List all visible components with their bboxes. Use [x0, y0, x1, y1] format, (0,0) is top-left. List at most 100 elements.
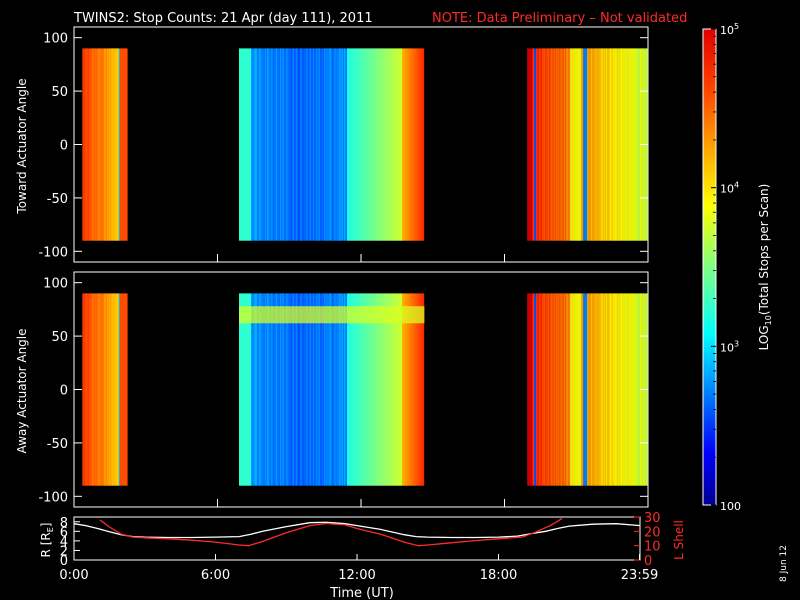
heatmap-column [299, 293, 301, 486]
heatmap-column [407, 293, 409, 486]
heatmap-column [320, 293, 322, 486]
heatmap-column [124, 293, 126, 486]
heatmap-column [537, 48, 539, 241]
heatmap-column [415, 48, 417, 241]
heatmap-column [373, 293, 375, 486]
heatmap-column [359, 293, 361, 486]
heatmap-column [622, 293, 624, 486]
heatmap-column [111, 293, 113, 486]
heatmap-column [567, 293, 569, 486]
heatmap-column [339, 293, 341, 486]
heatmap-column [290, 48, 292, 241]
colorbar-tick-label: 103 [720, 339, 739, 354]
heatmap-column [287, 293, 289, 486]
heatmap-column [289, 48, 291, 241]
heatmap-column [529, 293, 531, 486]
heatmap-column [338, 293, 340, 486]
heatmap-column [385, 293, 387, 486]
heatmap-column [330, 293, 332, 486]
heatmap-column [549, 293, 551, 486]
heatmap-column [352, 48, 354, 241]
heatmap-column [270, 293, 272, 486]
toward-ylabel: Toward Actuator Angle [15, 78, 29, 214]
heatmap-column [319, 293, 321, 486]
away-ylabel: Away Actuator Angle [15, 328, 29, 453]
heatmap-column [380, 293, 382, 486]
heatmap-column [615, 293, 617, 486]
orbit-left-ytick-label: 4 [60, 535, 68, 550]
heatmap-column [411, 293, 413, 486]
heatmap-column [420, 48, 422, 241]
heatmap-column [398, 293, 400, 486]
heatmap-column [272, 293, 274, 486]
heatmap-column [599, 293, 601, 486]
heatmap-column [602, 48, 604, 241]
heatmap-column [628, 293, 630, 486]
heatmap-column [375, 48, 377, 241]
heatmap-column [247, 293, 249, 486]
heatmap-column [387, 293, 389, 486]
heatmap-column [570, 293, 572, 486]
heatmap-column [314, 293, 316, 486]
heatmap-column [585, 293, 587, 486]
heatmap-column [420, 293, 422, 486]
heatmap-column [364, 48, 366, 241]
heatmap-column [303, 48, 305, 241]
heatmap-column [608, 293, 610, 486]
heatmap-column [348, 293, 350, 486]
heatmap-column [625, 48, 627, 241]
heatmap-column [97, 48, 99, 241]
heatmap-column [350, 48, 352, 241]
heatmap-column [381, 293, 383, 486]
heatmap-column [376, 293, 378, 486]
heatmap-column [91, 293, 93, 486]
heatmap-column [368, 293, 370, 486]
heatmap-column [594, 293, 596, 486]
heatmap-column [272, 48, 274, 241]
heatmap-column [566, 48, 568, 241]
heatmap-column [392, 293, 394, 486]
heatmap-column [579, 48, 581, 241]
heatmap-column [104, 293, 106, 486]
heatmap-column [567, 48, 569, 241]
heatmap-column [371, 293, 373, 486]
heatmap-column [421, 48, 423, 241]
heatmap-column [624, 293, 626, 486]
heatmap-column [636, 293, 638, 486]
ytick-label: 100 [43, 277, 68, 292]
heatmap-column [266, 48, 268, 241]
heatmap-column [265, 48, 267, 241]
heatmap-column [606, 48, 608, 241]
heatmap-column [342, 48, 344, 241]
heatmap-column [588, 293, 590, 486]
heatmap-column [346, 293, 348, 486]
heatmap-column [591, 293, 593, 486]
heatmap-column [418, 293, 420, 486]
heatmap-column [414, 48, 416, 241]
heatmap-column [577, 48, 579, 241]
heatmap-column [292, 48, 294, 241]
heatmap-column [334, 48, 336, 241]
heatmap-column [241, 293, 243, 486]
heatmap-column [592, 293, 594, 486]
heatmap-column [618, 293, 620, 486]
heatmap-column [124, 48, 126, 241]
figure-title: TWINS2: Stop Counts: 21 Apr (day 111), 2… [73, 11, 373, 26]
orbit-right-ytick-label: 10 [644, 540, 661, 555]
heatmap-column [536, 293, 538, 486]
heatmap-column [409, 48, 411, 241]
heatmap-column [605, 293, 607, 486]
heatmap-column [250, 48, 252, 241]
heatmap-column [257, 293, 259, 486]
heatmap-column [293, 48, 295, 241]
heatmap-column [288, 293, 290, 486]
heatmap-column [275, 48, 277, 241]
heatmap-column [627, 293, 629, 486]
heatmap-column [386, 48, 388, 241]
heatmap-column [422, 48, 424, 241]
heatmap-column [409, 293, 411, 486]
heatmap-column [268, 293, 270, 486]
heatmap-column [617, 48, 619, 241]
heatmap-column [357, 48, 359, 241]
heatmap-column [99, 48, 101, 241]
